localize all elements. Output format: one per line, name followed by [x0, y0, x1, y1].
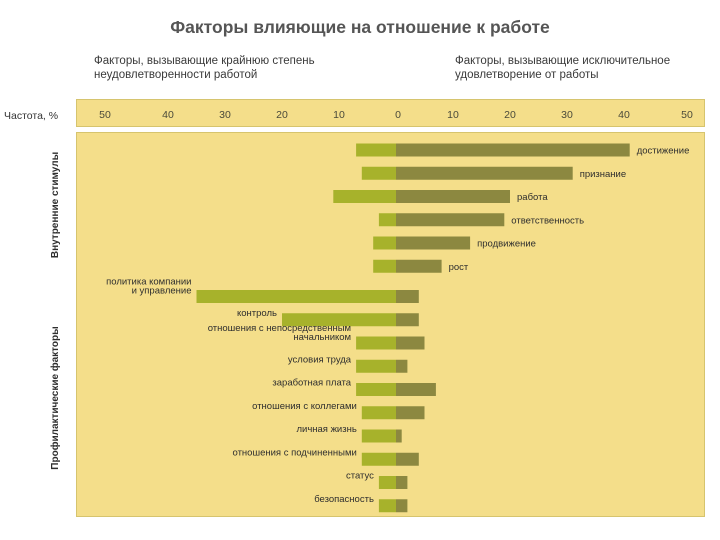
category-label: рост: [449, 262, 469, 273]
bar-dissatisfaction: [196, 290, 396, 303]
bar-satisfaction: [396, 213, 505, 227]
bar-satisfaction: [396, 313, 419, 327]
tick-label-left: 20: [276, 109, 288, 121]
category-label: отношения с коллегами: [252, 401, 357, 412]
bar-satisfaction: [396, 190, 510, 203]
bar-satisfaction: [396, 259, 442, 273]
bar-dissatisfaction: [373, 259, 396, 273]
category-label: отношения с непосредственным: [208, 323, 351, 334]
bar-satisfaction: [396, 336, 425, 350]
category-label: признание: [580, 169, 626, 180]
bar-dissatisfaction: [378, 476, 396, 489]
category-label: работа: [517, 192, 548, 203]
bar-dissatisfaction: [378, 213, 396, 227]
category-label: и управление: [132, 286, 192, 297]
axis-strip: [76, 99, 705, 127]
subtitle-dissatisfaction: Факторы, вызывающие крайнюю степень неуд…: [94, 55, 315, 81]
bar-satisfaction: [396, 406, 425, 420]
tick-label-zero: 0: [395, 109, 401, 121]
bar-dissatisfaction: [361, 406, 396, 420]
tick-label-right: 40: [618, 109, 630, 121]
category-label: начальником: [293, 332, 351, 343]
bar-satisfaction: [396, 359, 408, 373]
tick-label-right: 50: [681, 109, 693, 121]
category-label: политика компании: [106, 277, 191, 288]
category-label: заработная плата: [272, 378, 351, 389]
category-label: контроль: [237, 308, 277, 319]
bar-dissatisfaction: [373, 236, 396, 250]
bar-dissatisfaction: [282, 313, 396, 327]
bar-satisfaction: [396, 383, 436, 396]
bar-dissatisfaction: [356, 383, 396, 396]
bar-satisfaction: [396, 499, 408, 513]
category-label: условия труда: [288, 354, 352, 365]
bar-satisfaction: [396, 452, 419, 466]
tick-label-left: 50: [99, 109, 111, 121]
bar-dissatisfaction: [361, 429, 396, 443]
x-axis-label: Частота, %: [4, 110, 59, 122]
bar-dissatisfaction: [356, 143, 396, 157]
bar-satisfaction: [396, 476, 408, 489]
category-label: отношения с подчиненными: [233, 447, 357, 458]
bar-satisfaction: [396, 429, 402, 443]
category-label: достижение: [637, 146, 690, 157]
tick-label-right: 30: [561, 109, 573, 121]
group-label-preventive: Профилактические факторы: [49, 326, 61, 469]
bar-satisfaction: [396, 143, 630, 157]
bar-dissatisfaction: [378, 499, 396, 513]
bar-dissatisfaction: [333, 190, 396, 203]
category-label: ответственность: [511, 215, 584, 226]
bar-satisfaction: [396, 290, 419, 303]
bar-dissatisfaction: [356, 336, 396, 350]
tick-label-right: 10: [447, 109, 459, 121]
category-label: статус: [346, 471, 374, 482]
chart-title: Факторы влияющие на отношение к работе: [170, 17, 550, 37]
bar-satisfaction: [396, 166, 573, 180]
bar-dissatisfaction: [361, 452, 396, 466]
bar-dissatisfaction: [361, 166, 396, 180]
subtitle-satisfaction: Факторы, вызывающие исключительное удовл…: [455, 55, 671, 81]
group-label-internal: Внутренние стимулы: [50, 152, 61, 258]
category-label: безопасность: [314, 494, 374, 505]
category-label: продвижение: [477, 239, 536, 250]
tick-label-left: 30: [219, 109, 231, 121]
tick-label-left: 40: [162, 109, 174, 121]
bar-satisfaction: [396, 236, 471, 250]
tick-label-right: 20: [504, 109, 516, 121]
tick-label-left: 10: [333, 109, 345, 121]
bar-dissatisfaction: [356, 359, 396, 373]
category-label: личная жизнь: [296, 424, 356, 435]
